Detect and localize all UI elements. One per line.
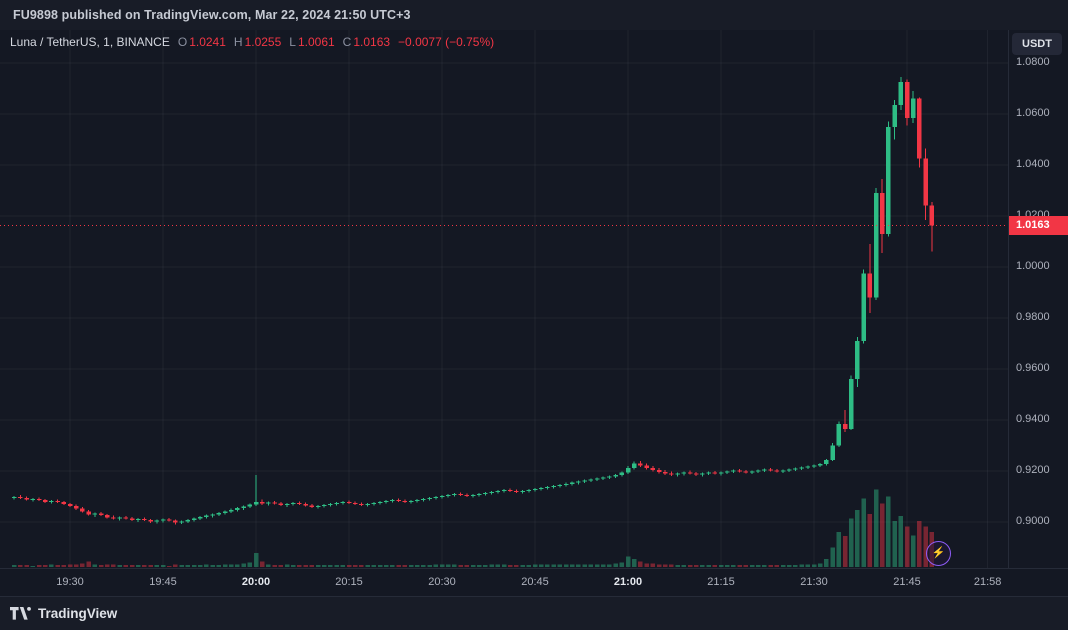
tradingview-brand[interactable]: TradingView (38, 606, 118, 621)
legend-change: −0.0077 (−0.75%) (398, 35, 495, 49)
legend-o-label: O (177, 35, 188, 49)
lightning-icon: ⚡ (931, 547, 946, 559)
time-tick: 20:30 (428, 576, 456, 588)
currency-toggle-button[interactable]: USDT (1012, 33, 1062, 55)
time-tick: 21:45 (893, 576, 921, 588)
time-tick: 20:45 (521, 576, 549, 588)
last-price-label: 1.0163 (1009, 216, 1068, 236)
price-tick: 1.0600 (1016, 107, 1050, 119)
price-tick: 1.0000 (1016, 260, 1050, 272)
publish-info-bar: FU9898 published on TradingView.com, Mar… (0, 0, 1068, 30)
tradingview-logo-icon[interactable] (10, 607, 31, 620)
time-tick: 21:30 (800, 576, 828, 588)
footer-bar: TradingView (0, 596, 1068, 630)
flash-badge[interactable]: ⚡ (926, 541, 951, 566)
price-tick: 0.9200 (1016, 464, 1050, 476)
price-tick: 1.0400 (1016, 158, 1050, 170)
candlestick-chart[interactable] (0, 30, 1008, 568)
price-tick: 0.9600 (1016, 362, 1050, 374)
legend-ohlc-values: O 1.0241 H 1.0255 L 1.0061 C 1.0163 (170, 35, 390, 49)
time-tick: 20:15 (335, 576, 363, 588)
chart-legend: Luna / TetherUS, 1, BINANCE O 1.0241 H 1.02… (10, 35, 494, 49)
time-tick: 20:00 (241, 576, 271, 588)
price-axis[interactable]: USDT 1.0163 1.0800 1.0600 1.0400 1.0200 1.00… (1008, 30, 1068, 568)
legend-l-value: 1.0061 (297, 35, 335, 49)
time-tick: 21:00 (613, 576, 643, 588)
time-tick: 19:45 (149, 576, 177, 588)
legend-o-value: 1.0241 (189, 35, 226, 49)
chart-area[interactable]: Luna / TetherUS, 1, BINANCE O 1.0241 H 1.02… (0, 30, 1008, 568)
price-tick: 0.9400 (1016, 413, 1050, 425)
price-tick: 1.0800 (1016, 56, 1050, 68)
time-tick: 21:58 (973, 576, 1002, 588)
legend-c-label: C (342, 35, 352, 49)
legend-c-value: 1.0163 (353, 35, 391, 49)
time-tick: 21:15 (707, 576, 735, 588)
legend-h-label: H (233, 35, 243, 49)
time-tick: 19:30 (56, 576, 84, 588)
publish-info-text: FU9898 published on TradingView.com, Mar… (13, 8, 411, 22)
price-tick: 0.9800 (1016, 311, 1050, 323)
price-tick: 0.9000 (1016, 515, 1050, 527)
legend-h-value: 1.0255 (244, 35, 282, 49)
symbol-title[interactable]: Luna / TetherUS, 1, BINANCE (10, 35, 170, 49)
legend-l-label: L (289, 35, 296, 49)
time-axis[interactable]: 19:30 19:45 20:00 20:15 20:30 20:45 21:00 21:15… (0, 568, 1068, 596)
